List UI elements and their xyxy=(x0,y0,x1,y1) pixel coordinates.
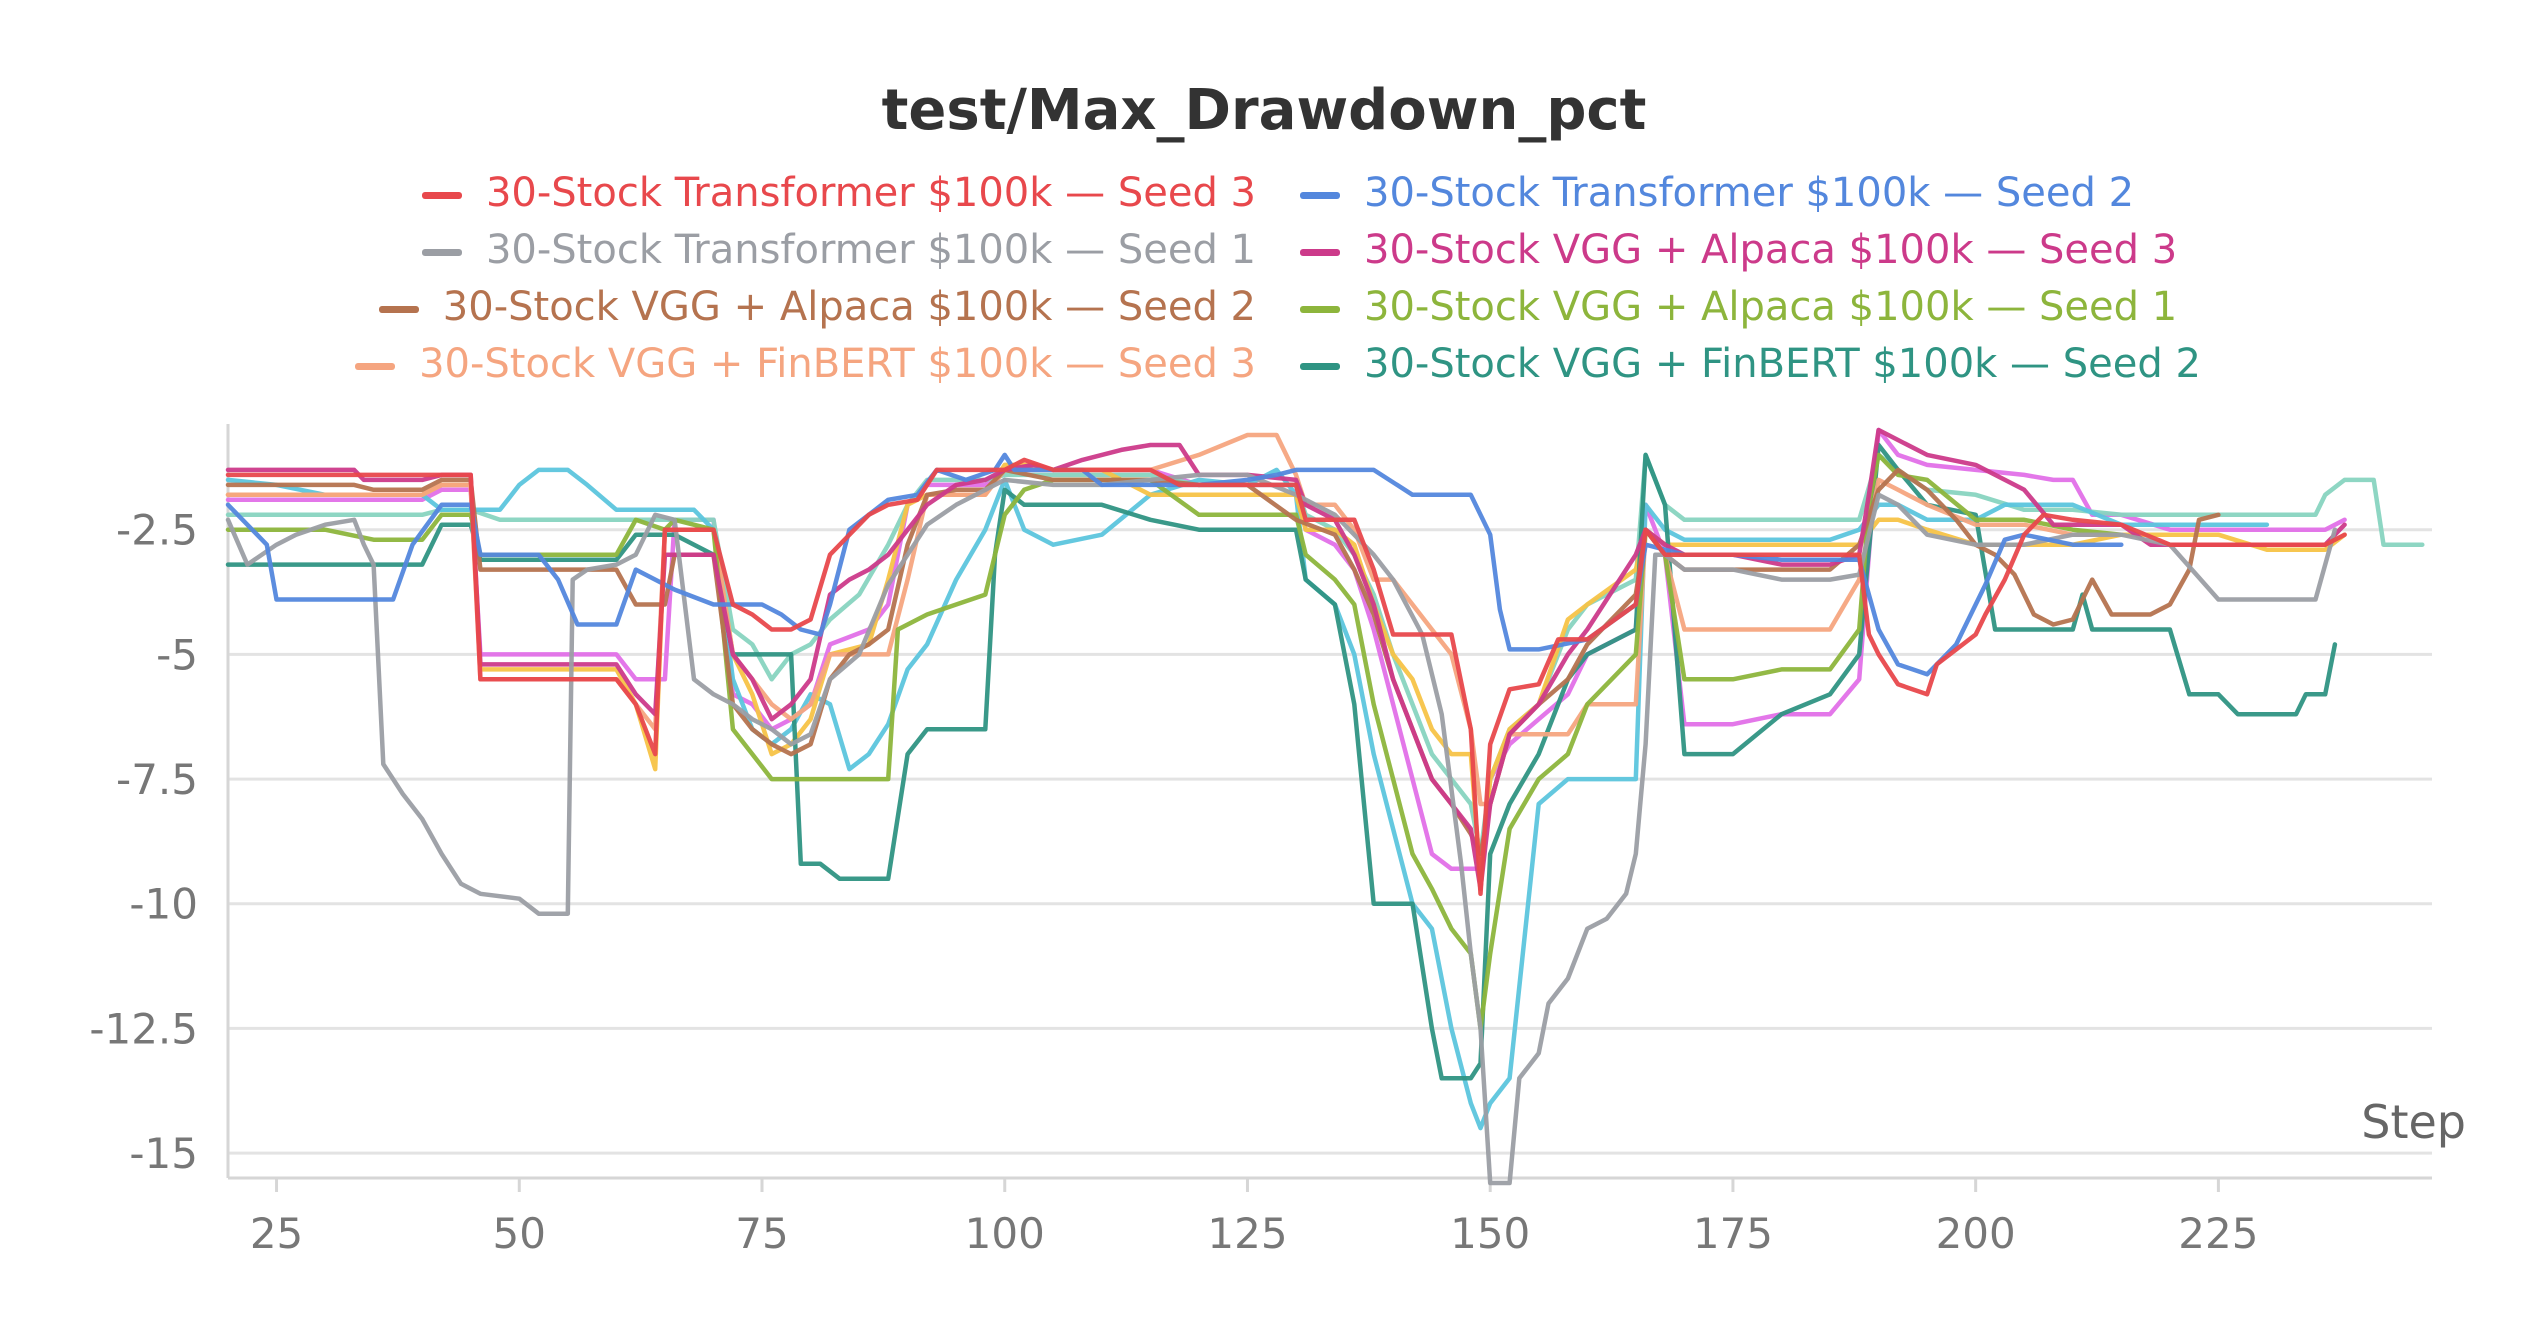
legend-label: 30-Stock Transformer $100k — Seed 1 xyxy=(485,227,1256,273)
series-line xyxy=(225,467,2221,857)
legend-swatch xyxy=(1300,191,1340,199)
x-tick-label: 175 xyxy=(1693,1209,1773,1258)
legend-swatch xyxy=(1300,305,1340,313)
legend-label: 30-Stock VGG + FinBERT $100k — Seed 3 xyxy=(419,341,1256,387)
x-tick-label: 225 xyxy=(2178,1209,2258,1258)
series-line xyxy=(225,472,2338,1186)
y-tick-label: -10 xyxy=(129,880,198,929)
legend-item[interactable]: 30-Stock Transformer $100k — Seed 1 xyxy=(421,225,1256,275)
legend-item[interactable]: 30-Stock Transformer $100k — Seed 2 xyxy=(1300,168,2134,218)
x-tick-label: 75 xyxy=(735,1209,788,1258)
x-tick-label: 200 xyxy=(1936,1209,2016,1258)
legend-swatch xyxy=(421,248,462,256)
legend-item[interactable]: 30-Stock VGG + Alpaca $100k — Seed 2 xyxy=(378,282,1256,332)
y-tick-label: -12.5 xyxy=(89,1004,198,1053)
series-line xyxy=(225,452,2124,1031)
x-tick-label: 25 xyxy=(250,1209,303,1258)
x-tick-label: 50 xyxy=(493,1209,546,1258)
x-axis-label: Step xyxy=(2361,1095,2466,1149)
legend-label: 30-Stock Transformer $100k — Seed 3 xyxy=(485,170,1256,216)
y-tick-label: -5 xyxy=(156,630,198,679)
legend-label: 30-Stock VGG + FinBERT $100k — Seed 2 xyxy=(1364,341,2201,387)
series-line xyxy=(225,442,2338,1081)
legend-item[interactable]: 30-Stock Transformer $100k — Seed 3 xyxy=(421,168,1256,218)
legend-swatch xyxy=(1300,362,1340,370)
chart-title: test/Max_Drawdown_pct xyxy=(881,78,1647,143)
y-tick-label: -2.5 xyxy=(116,506,198,555)
series-line xyxy=(225,432,2124,807)
legend-swatch xyxy=(355,362,396,370)
y-tick-label: -15 xyxy=(129,1129,198,1178)
series-line xyxy=(225,427,2347,892)
x-tick-label: 100 xyxy=(965,1209,1045,1258)
legend-item[interactable]: 30-Stock VGG + FinBERT $100k — Seed 3 xyxy=(355,339,1256,389)
legend-swatch xyxy=(421,191,462,199)
y-tick-label: -7.5 xyxy=(116,755,198,804)
legend-label: 30-Stock VGG + Alpaca $100k — Seed 1 xyxy=(1364,284,2178,330)
legend-label: 30-Stock Transformer $100k — Seed 2 xyxy=(1364,170,2135,216)
x-tick-label: 125 xyxy=(1207,1209,1287,1258)
legend-swatch xyxy=(1300,248,1340,256)
legend-item[interactable]: 30-Stock VGG + FinBERT $100k — Seed 2 xyxy=(1300,339,2201,389)
legend-label: 30-Stock VGG + Alpaca $100k — Seed 2 xyxy=(442,284,1256,330)
legend-item[interactable]: 30-Stock VGG + Alpaca $100k — Seed 1 xyxy=(1300,282,2177,332)
legend-swatch xyxy=(378,305,419,313)
series-line xyxy=(225,457,2347,897)
legend-label: 30-Stock VGG + Alpaca $100k — Seed 3 xyxy=(1364,227,2178,273)
x-tick-label: 150 xyxy=(1450,1209,1530,1258)
legend-item[interactable]: 30-Stock VGG + Alpaca $100k — Seed 3 xyxy=(1300,225,2177,275)
